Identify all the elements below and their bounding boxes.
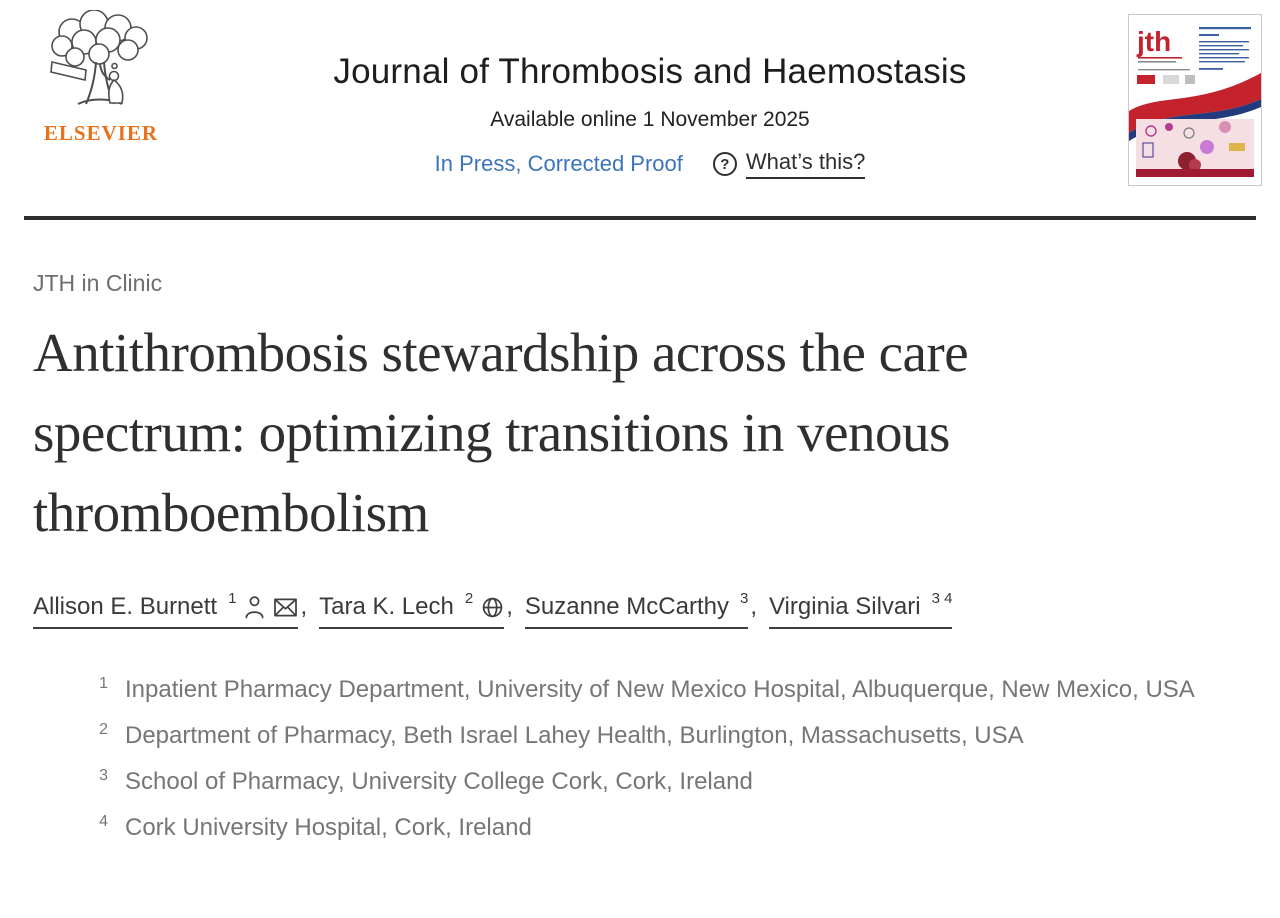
available-online-date: Available online 1 November 2025 xyxy=(490,108,810,131)
journal-cover-thumbnail[interactable]: jth xyxy=(1128,14,1262,186)
affiliation-text: Department of Pharmacy, Beth Israel Lahe… xyxy=(125,722,1024,749)
author-link-allison-burnett[interactable]: Allison E. Burnett 1 xyxy=(33,589,299,629)
journal-header: Journal of Thrombosis and Haemostasis Av… xyxy=(190,52,1110,179)
author-name[interactable]: Suzanne McCarthy xyxy=(524,593,729,620)
author-separator: , xyxy=(300,593,308,620)
affiliation-text: School of Pharmacy, University College C… xyxy=(125,768,753,795)
authors-row: Allison E. Burnett 1 xyxy=(33,589,1249,629)
author-name[interactable]: Allison E. Burnett xyxy=(33,593,218,620)
header-divider xyxy=(24,216,1256,220)
article-category-label: JTH in Clinic xyxy=(33,270,163,296)
author-separator: , xyxy=(506,593,513,620)
cover-jth-logo: jth xyxy=(1136,26,1171,57)
journal-title-link[interactable]: Journal of Thrombosis and Haemostasis xyxy=(333,52,967,91)
article-title-line-2: spectrum: optimizing transitions in veno… xyxy=(33,402,950,463)
affiliation-text: Inpatient Pharmacy Department, Universit… xyxy=(125,676,1195,703)
person-icon[interactable] xyxy=(244,594,265,620)
article-title-line-1: Antithrombosis stewardship across the ca… xyxy=(33,322,969,383)
author-name[interactable]: Virginia Silvari xyxy=(768,593,921,620)
elsevier-tree-icon xyxy=(42,9,160,118)
email-envelope-icon[interactable] xyxy=(273,597,298,618)
article-title-line-3: thromboembolism xyxy=(33,482,429,543)
author-affiliation-sup: 3 4 xyxy=(931,589,953,607)
author-separator: , xyxy=(750,593,757,620)
elsevier-wordmark: ELSEVIER xyxy=(43,121,159,145)
article-block: JTH in Clinic Antithrombosis stewardship… xyxy=(33,270,1249,851)
affiliation-item: 3 School of Pharmacy, University College… xyxy=(88,759,1249,805)
author-affiliation-sup: 3 xyxy=(739,589,749,607)
affiliation-number: 2 xyxy=(99,721,108,738)
elsevier-logo[interactable]: ELSEVIER xyxy=(33,9,169,146)
author-affiliation-sup: 1 xyxy=(228,589,237,607)
author-name[interactable]: Tara K. Lech xyxy=(319,593,454,620)
status-row: In Press, Corrected Proof ? What’s this? xyxy=(190,149,1110,179)
article-title: Antithrombosis stewardship across the ca… xyxy=(33,313,1249,553)
affiliation-text: Cork University Hospital, Cork, Ireland xyxy=(125,814,532,841)
in-press-link[interactable]: In Press, Corrected Proof xyxy=(434,151,683,176)
whats-this-label[interactable]: What’s this? xyxy=(745,149,866,179)
affiliation-item: 1 Inpatient Pharmacy Department, Univers… xyxy=(88,667,1249,713)
author-link-suzanne-mccarthy[interactable]: Suzanne McCarthy 3 xyxy=(524,589,749,629)
author-link-virginia-silvari[interactable]: Virginia Silvari 3 4 xyxy=(768,589,953,629)
author-link-tara-lech[interactable]: Tara K. Lech 2 xyxy=(319,589,505,629)
affiliation-number: 3 xyxy=(99,767,108,784)
affiliation-item: 4 Cork University Hospital, Cork, Irelan… xyxy=(88,805,1249,851)
globe-icon[interactable] xyxy=(481,596,504,619)
affiliation-number: 1 xyxy=(99,675,108,692)
affiliation-item: 2 Department of Pharmacy, Beth Israel La… xyxy=(88,713,1249,759)
affiliation-number: 4 xyxy=(99,813,108,830)
whats-this-link[interactable]: ? What’s this? xyxy=(712,149,866,179)
author-affiliation-sup: 2 xyxy=(464,589,474,607)
affiliations-list: 1 Inpatient Pharmacy Department, Univers… xyxy=(33,667,1249,851)
question-mark-icon[interactable]: ? xyxy=(712,152,737,176)
